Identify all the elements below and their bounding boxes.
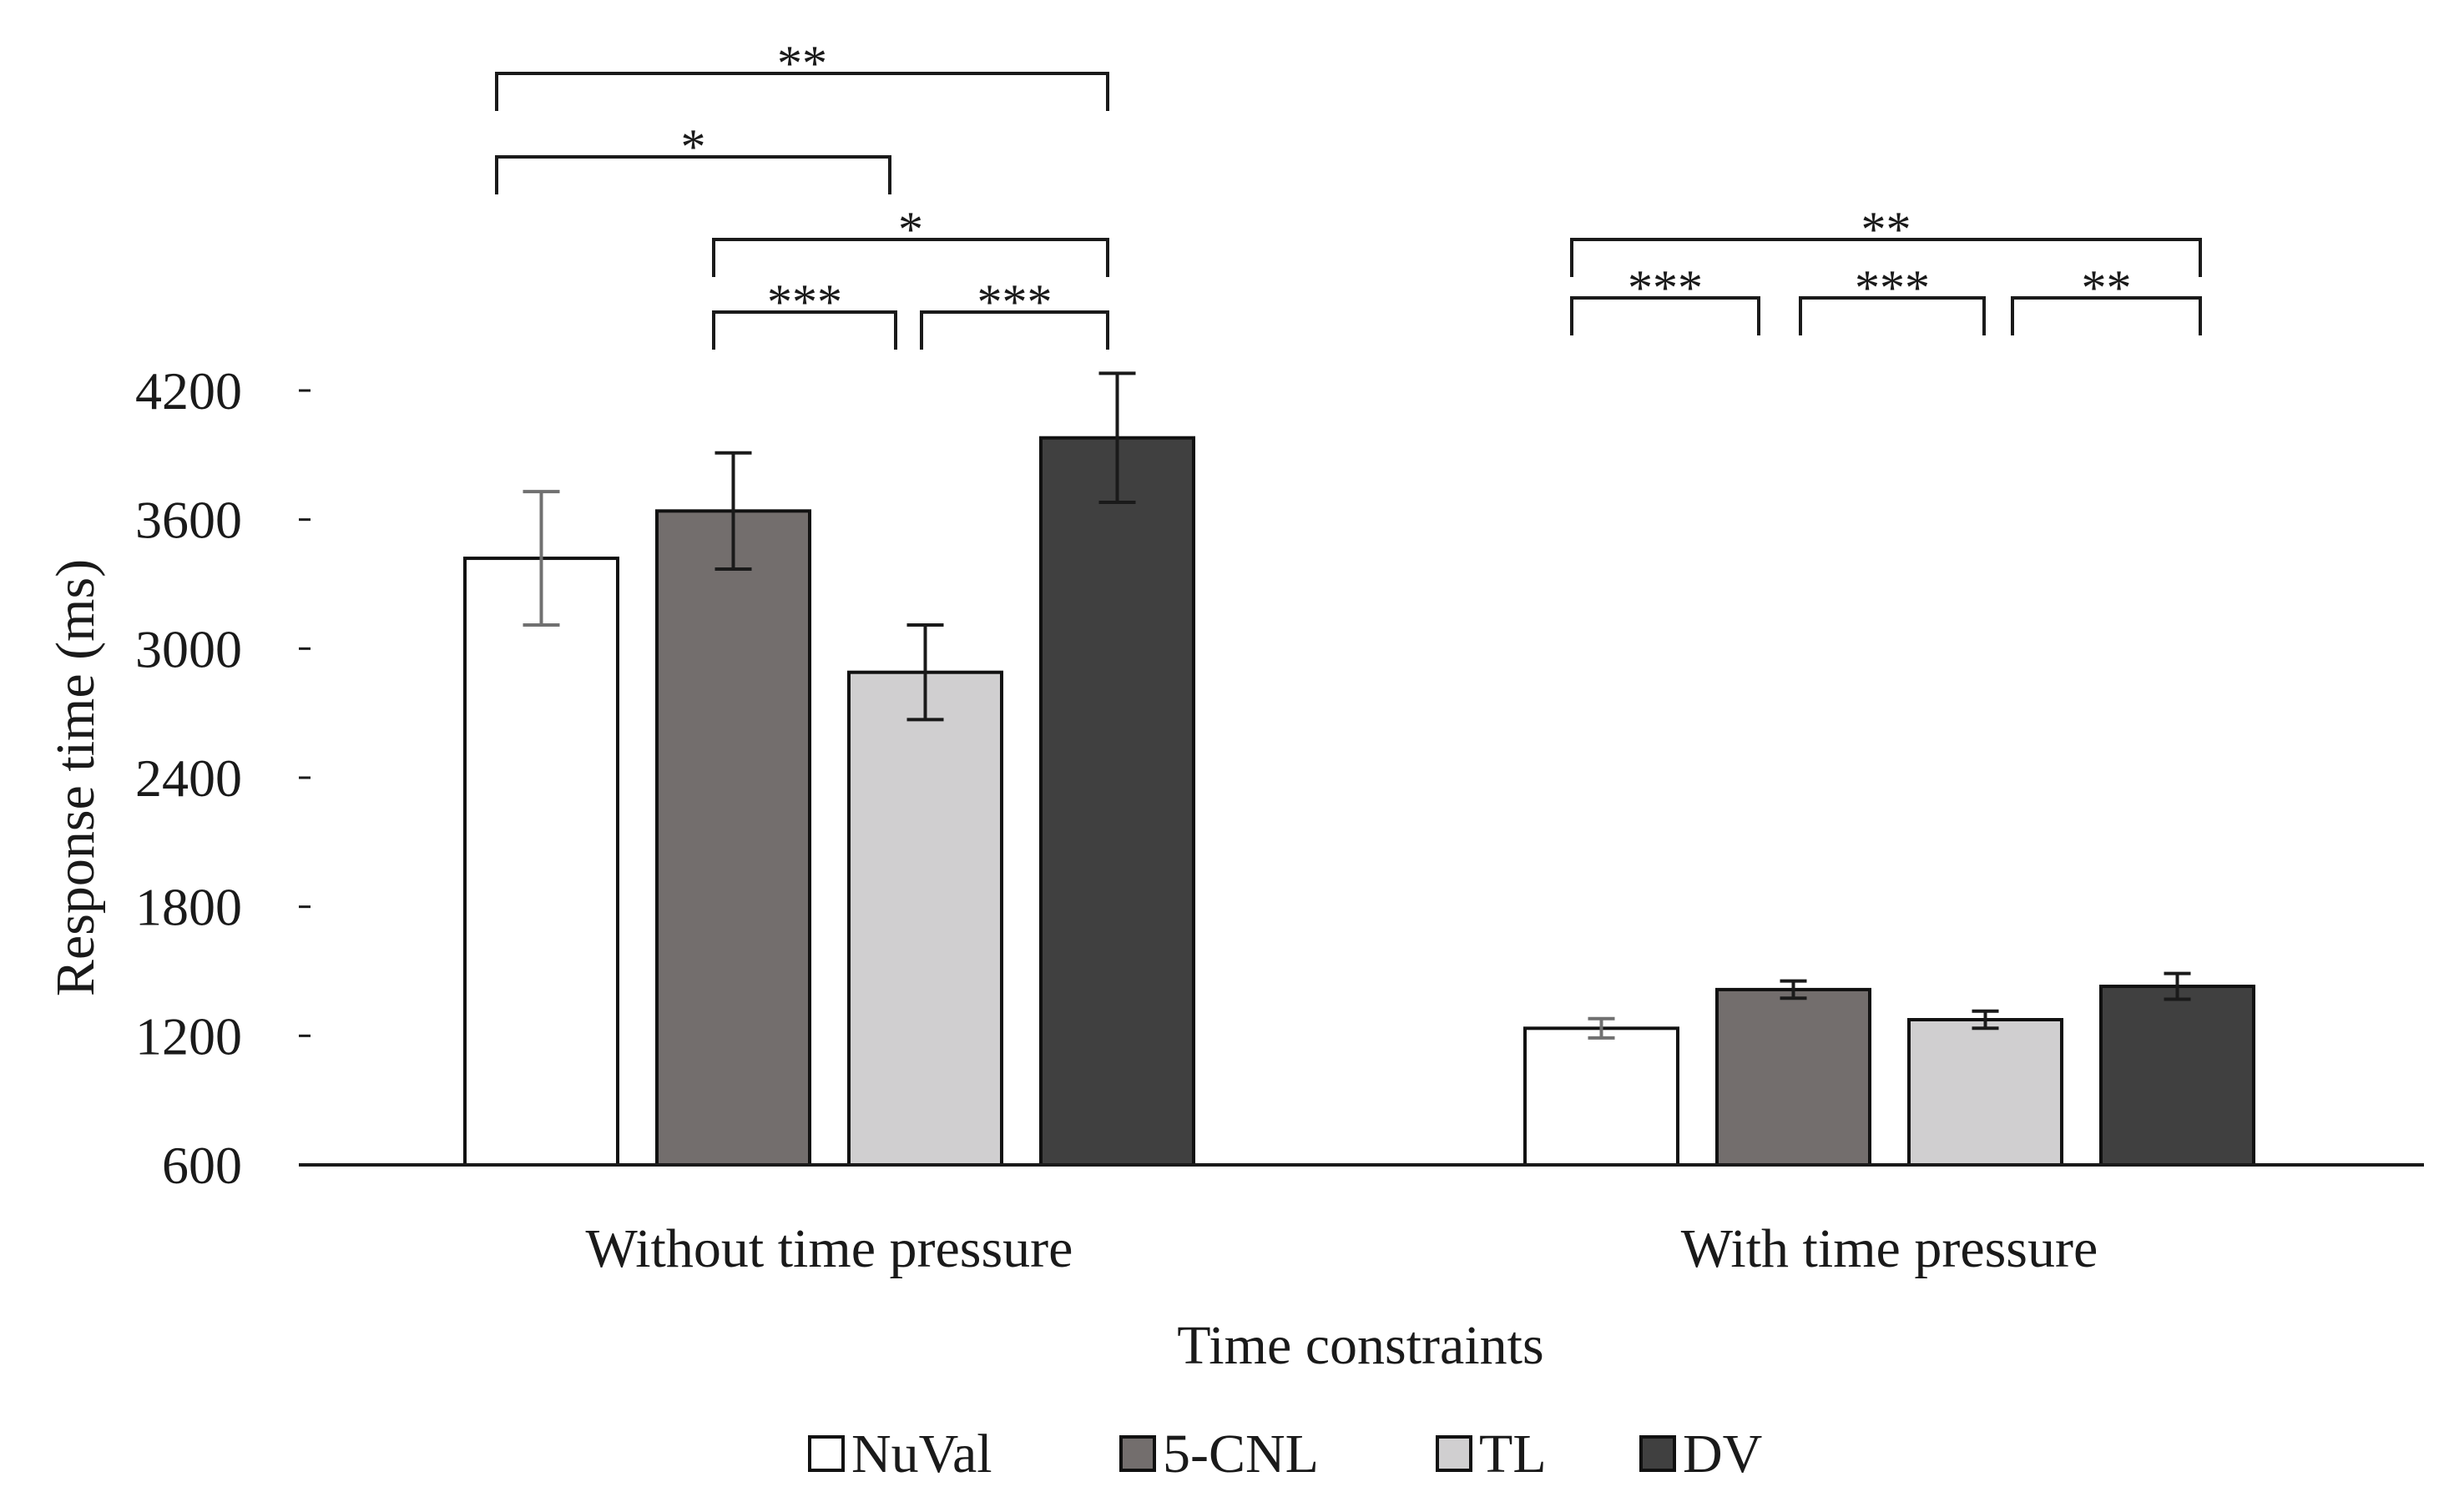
- significance-bracket: [1799, 296, 1986, 335]
- legend: NuVal 5-CNL TL DV: [808, 1424, 1762, 1484]
- y-axis-ticks: 600 1200 1800 2400 3000 3600 4200: [135, 361, 311, 1195]
- significance-bracket: [1570, 238, 2202, 277]
- significance-bracket: [495, 72, 1109, 111]
- y-tick-label: 2400: [135, 748, 242, 808]
- significance-label: *: [681, 119, 706, 174]
- bar-tl-with-time-pressure: [1907, 1018, 2063, 1167]
- bar-dv-with-time-pressure: [2099, 985, 2255, 1167]
- significance-label: **: [777, 36, 827, 91]
- significance-label: *: [898, 202, 923, 257]
- significance-bracket: [920, 310, 1109, 350]
- legend-label-dv: DV: [1683, 1424, 1762, 1484]
- legend-swatch-dv: [1639, 1435, 1676, 1472]
- y-tick-label: 1200: [135, 1006, 242, 1066]
- legend-swatch-5-cnl: [1119, 1435, 1156, 1472]
- significance-bracket: [2011, 296, 2202, 335]
- bar-5-cnl-with-time-pressure: [1715, 987, 1871, 1167]
- legend-swatch-tl: [1436, 1435, 1472, 1472]
- significance-bracket: [712, 310, 897, 350]
- significance-label: **: [2082, 260, 2132, 315]
- legend-label-tl: TL: [1479, 1424, 1547, 1484]
- significance-label: ***: [1628, 260, 1703, 315]
- y-tick-label: 3600: [135, 491, 242, 550]
- bar-5-cnl-without-time-pressure: [655, 509, 811, 1167]
- category-labels: Without time pressure With time pressure: [586, 1218, 2098, 1279]
- y-tick-label: 1800: [135, 878, 242, 937]
- bars: [463, 436, 2255, 1167]
- category-label-with-time-pressure: With time pressure: [1681, 1218, 2098, 1279]
- category-label-without-time-pressure: Without time pressure: [586, 1218, 1073, 1279]
- significance-label: **: [1861, 202, 1911, 257]
- legend-label-5-cnl: 5-CNL: [1163, 1424, 1319, 1484]
- y-tick-label: 600: [162, 1136, 242, 1195]
- bar-nuval-without-time-pressure: [463, 557, 619, 1167]
- significance-label: ***: [1855, 260, 1930, 315]
- bar-nuval-with-time-pressure: [1523, 1026, 1679, 1167]
- legend-swatch-nuval: [808, 1435, 845, 1472]
- y-tick-label: 4200: [135, 361, 242, 421]
- significance-bracket: [495, 155, 891, 194]
- significance-label: ***: [977, 275, 1053, 330]
- bar-dv-without-time-pressure: [1039, 436, 1195, 1167]
- error-bars: [523, 371, 2191, 1040]
- bar-tl-without-time-pressure: [847, 670, 1003, 1167]
- y-tick-label: 3000: [135, 619, 242, 678]
- significance-brackets: ******* ******** *** **: [495, 36, 2202, 350]
- x-axis-title: Time constraints: [1177, 1315, 1543, 1376]
- significance-label: ***: [767, 275, 842, 330]
- significance-bracket: [712, 238, 1109, 277]
- y-axis-title: Response time (ms): [45, 559, 106, 996]
- significance-bracket: [1570, 296, 1760, 335]
- legend-label-nuval: NuVal: [851, 1424, 992, 1484]
